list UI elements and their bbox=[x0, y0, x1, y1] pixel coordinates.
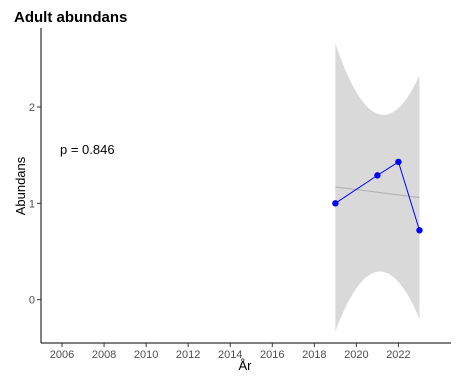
x-tick-label: 2022 bbox=[386, 349, 410, 361]
y-tick-label: 0 bbox=[29, 295, 35, 307]
x-tick-label: 2018 bbox=[302, 349, 326, 361]
y-tick-label: 2 bbox=[29, 102, 35, 114]
x-tick-label: 2010 bbox=[134, 349, 158, 361]
x-tick-label: 2012 bbox=[176, 349, 200, 361]
data-point bbox=[395, 158, 402, 166]
trend-layer bbox=[335, 186, 420, 199]
x-tick-label: 2008 bbox=[92, 349, 116, 361]
y-axis-title: Abundans bbox=[13, 156, 28, 215]
series-layer bbox=[332, 158, 423, 234]
p-value-annotation: p = 0.846 bbox=[60, 142, 115, 157]
x-tick-label: 2014 bbox=[218, 349, 242, 361]
y-tick-label: 1 bbox=[29, 198, 35, 210]
trend-line bbox=[335, 186, 420, 199]
x-tick-label: 2016 bbox=[260, 349, 284, 361]
confidence-band-layer bbox=[335, 43, 420, 332]
data-point bbox=[374, 172, 381, 179]
data-point bbox=[416, 227, 423, 234]
series-line bbox=[335, 161, 420, 231]
x-axis-ticks: 2006 2008 2010 2012 2014 2016 2018 2020 2022 bbox=[50, 343, 411, 361]
confidence-band bbox=[335, 43, 420, 332]
y-axis-ticks: 0 1 2 bbox=[29, 102, 41, 307]
chart-title: Adult abundans bbox=[14, 9, 127, 26]
x-tick-label: 2006 bbox=[50, 349, 74, 361]
data-point bbox=[332, 200, 339, 207]
x-axis-title: År bbox=[239, 358, 253, 373]
x-tick-label: 2020 bbox=[344, 349, 368, 361]
